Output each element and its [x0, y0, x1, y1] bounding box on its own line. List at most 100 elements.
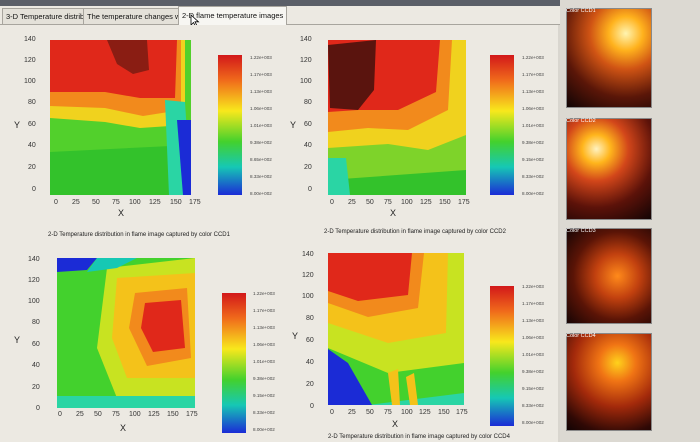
y-tick: 100: [24, 78, 36, 85]
colorbar-label: 1.01e+003: [522, 123, 544, 128]
colorbar-label: 1.17e+003: [522, 72, 544, 77]
y-tick: 0: [32, 186, 36, 193]
x-tick: 25: [76, 411, 84, 418]
x-tick: 50: [366, 409, 374, 416]
y-tick: 40: [28, 142, 36, 149]
y-tick: 140: [302, 251, 314, 258]
x-tick: 125: [420, 199, 432, 206]
heatmap-ccd4: [328, 253, 464, 405]
x-tick: 75: [112, 199, 120, 206]
colorbar-label: 9.38e+002: [522, 369, 544, 374]
x-tick: 175: [456, 409, 468, 416]
x-tick: 0: [58, 411, 62, 418]
colorbar-label: 8.00e+002: [522, 420, 544, 425]
y-tick: 80: [32, 319, 40, 326]
x-axis-label: X: [118, 208, 125, 218]
y-tick: 40: [304, 142, 312, 149]
ccd2-thumbnail[interactable]: [566, 118, 652, 220]
colorbar-label: 1.22e+003: [253, 291, 275, 296]
colorbar-label: 9.38e+002: [253, 376, 275, 381]
colorbar-label: 1.17e+003: [253, 308, 275, 313]
y-tick: 120: [300, 57, 312, 64]
x-tick: 150: [439, 199, 451, 206]
x-tick: 125: [149, 199, 161, 206]
colorbar-label: 8.00e+002: [522, 191, 544, 196]
x-tick: 50: [92, 199, 100, 206]
plot-caption: 2-D Temperature distribution in flame im…: [324, 229, 506, 235]
ccd3-thumbnail[interactable]: [566, 228, 652, 324]
thumbnail-label: Color CCD4: [566, 333, 596, 339]
x-tick: 175: [186, 411, 198, 418]
colorbar-label: 1.22e+003: [522, 284, 544, 289]
x-tick: 175: [458, 199, 470, 206]
window-top-strip: [0, 0, 700, 6]
x-tick: 150: [170, 199, 182, 206]
plot-panel-ccd2: Y 140 120 100 80 60 40 20 0 0 25 50 75 1…: [276, 25, 558, 240]
y-tick: 0: [36, 405, 40, 412]
colorbar-label: 9.15e+002: [253, 393, 275, 398]
heatmap-ccd1: [45, 40, 191, 195]
y-tick: 140: [24, 36, 36, 43]
colorbar-label: 9.15e+002: [522, 157, 544, 162]
colorbar-label: 9.15e+002: [522, 386, 544, 391]
x-tick: 125: [148, 411, 160, 418]
colorbar-label: 1.22e+003: [522, 55, 544, 60]
colorbar-label: 8.33e+002: [522, 403, 544, 408]
colorbar-label: 8.00e+002: [250, 191, 272, 196]
x-tick: 100: [401, 199, 413, 206]
colorbar-label: 1.06e+003: [253, 342, 275, 347]
y-tick: 20: [28, 164, 36, 171]
y-axis-label: Y: [292, 331, 299, 341]
y-tick: 100: [300, 78, 312, 85]
y-tick: 20: [304, 164, 312, 171]
x-axis-label: X: [390, 208, 397, 218]
ccd1-thumbnail[interactable]: [566, 8, 652, 108]
colorbar-label: 1.13e+003: [522, 89, 544, 94]
x-tick: 175: [189, 199, 201, 206]
x-tick: 0: [330, 409, 334, 416]
y-tick: 80: [304, 99, 312, 106]
y-tick: 0: [310, 403, 314, 410]
y-tick: 40: [306, 359, 314, 366]
y-tick: 100: [28, 298, 40, 305]
x-axis-label: X: [392, 419, 399, 429]
colorbar-label: 1.06e+003: [522, 335, 544, 340]
x-tick: 100: [129, 411, 141, 418]
heatmap-ccd2: [328, 40, 466, 195]
y-tick: 140: [300, 36, 312, 43]
plot-panel-ccd3: Y 140 120 100 80 60 40 20 0 0 25 50 75 1…: [0, 243, 275, 442]
x-tick: 50: [94, 411, 102, 418]
y-axis-label: Y: [14, 120, 21, 130]
y-tick: 20: [306, 381, 314, 388]
x-axis-label: X: [120, 423, 127, 433]
main-content: Y 140 120 100 80 60 40 20 0 0 25 50 75 1…: [0, 25, 558, 442]
ccd-thumbnail-column: Color CCD1 Color CCD2 Color CCD3 Color C…: [560, 0, 700, 442]
x-tick: 50: [366, 199, 374, 206]
plot-caption: 2-D Temperature distribution in flame im…: [328, 434, 510, 440]
y-axis-label: Y: [14, 335, 21, 345]
colorbar-ccd4: [490, 286, 514, 426]
ccd4-thumbnail[interactable]: [566, 333, 652, 431]
x-tick: 150: [438, 409, 450, 416]
x-tick: 75: [112, 411, 120, 418]
colorbar-label: 9.38e+002: [522, 140, 544, 145]
heatmap-ccd3: [57, 258, 195, 408]
colorbar-ccd2: [490, 55, 514, 195]
colorbar-label: 1.06e+003: [522, 106, 544, 111]
y-tick: 60: [306, 337, 314, 344]
y-tick: 120: [24, 57, 36, 64]
x-tick: 75: [384, 409, 392, 416]
x-tick: 25: [348, 199, 356, 206]
x-tick: 100: [401, 409, 413, 416]
colorbar-label: 1.13e+003: [253, 325, 275, 330]
colorbar-label: 8.33e+002: [522, 174, 544, 179]
thumbnail-label: Color CCD3: [566, 228, 596, 234]
colorbar-ccd3: [222, 293, 246, 433]
x-tick: 150: [167, 411, 179, 418]
y-tick: 120: [302, 272, 314, 279]
tab-2d-flame-images[interactable]: 2-D flame temperature images: [178, 6, 288, 25]
colorbar-label: 1.01e+003: [253, 359, 275, 364]
colorbar-label: 1.17e+003: [522, 301, 544, 306]
x-tick: 100: [129, 199, 141, 206]
x-tick: 25: [72, 199, 80, 206]
